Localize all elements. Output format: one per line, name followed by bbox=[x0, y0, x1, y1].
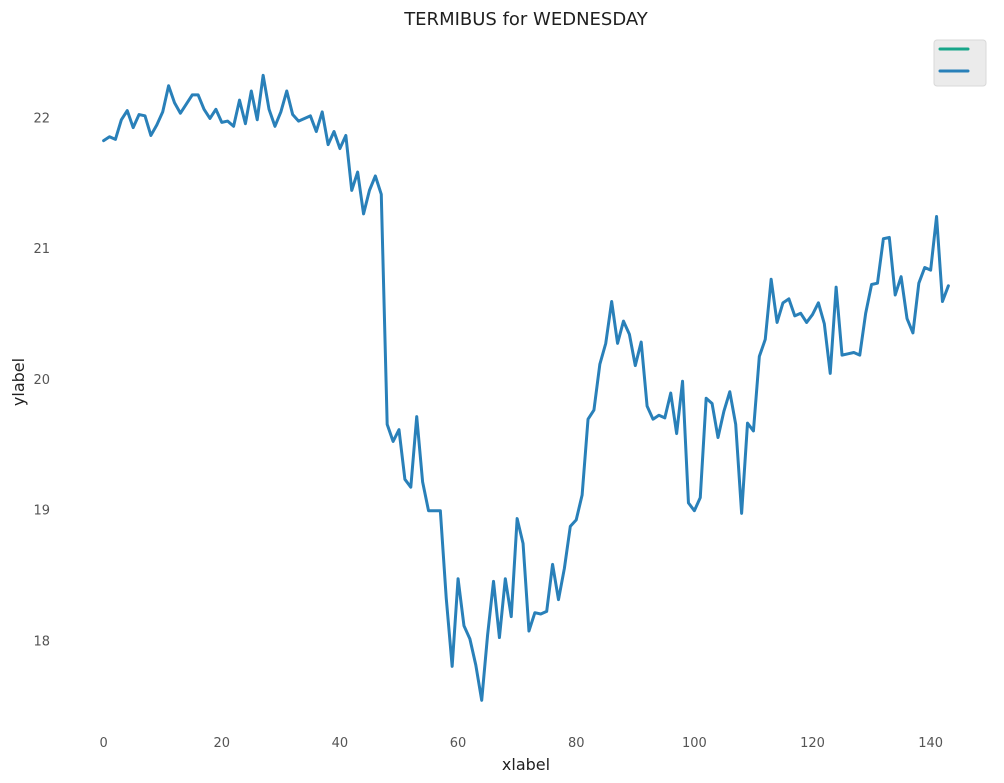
y-tick-label: 22 bbox=[33, 111, 50, 126]
y-axis-label: ylabel bbox=[9, 358, 28, 406]
x-tick-label: 80 bbox=[568, 736, 585, 751]
y-tick-label: 20 bbox=[33, 373, 50, 388]
x-axis-ticks: 0 20 40 60 80 100 120 140 bbox=[99, 736, 943, 751]
x-tick-label: 20 bbox=[214, 736, 231, 751]
x-tick-label: 40 bbox=[332, 736, 349, 751]
chart-title: TERMIBUS for WEDNESDAY bbox=[403, 9, 649, 30]
legend-items bbox=[938, 47, 970, 73]
x-tick-label: 60 bbox=[450, 736, 467, 751]
x-tick-label: 120 bbox=[800, 736, 825, 751]
series-line-1 bbox=[102, 73, 950, 702]
y-tick-label: 19 bbox=[33, 504, 50, 519]
legend bbox=[933, 39, 987, 87]
legend-box bbox=[933, 39, 987, 87]
x-tick-label: 140 bbox=[918, 736, 943, 751]
x-tick-label: 100 bbox=[682, 736, 707, 751]
y-tick-label: 18 bbox=[33, 634, 50, 649]
y-tick-label: 21 bbox=[33, 242, 50, 257]
x-tick-label: 0 bbox=[99, 736, 107, 751]
x-axis-label: xlabel bbox=[502, 755, 550, 774]
y-axis-ticks: 18 19 20 21 22 bbox=[33, 111, 50, 649]
series-lines bbox=[102, 73, 950, 702]
